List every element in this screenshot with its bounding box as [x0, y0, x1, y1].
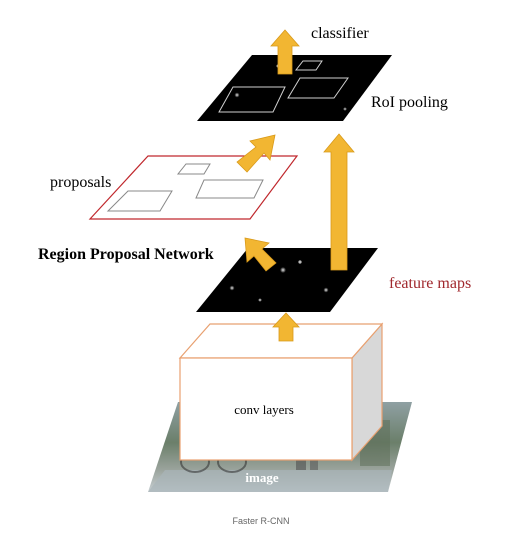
conv-layers-label: conv layers [234, 402, 294, 417]
roi-pooling-label: RoI pooling [371, 94, 448, 111]
arrow-features-to-roi [323, 133, 355, 271]
feature-maps-plane [196, 248, 378, 312]
classifier-label: classifier [311, 25, 369, 42]
rpn-label: Region Proposal Network [38, 246, 214, 263]
image-label: image [245, 470, 278, 485]
proposals-plane [88, 155, 299, 220]
feature-maps-label: feature maps [389, 275, 471, 292]
arrow-proposals-to-roi [236, 134, 276, 173]
arrow-roi-to-classifier [270, 29, 300, 75]
figure-caption: Faster R-CNN [232, 516, 289, 526]
arrow-conv-to-features [272, 312, 300, 342]
roi-pooling-plane [197, 55, 392, 121]
conv-layers-box: conv layers [178, 322, 384, 462]
arrow-features-to-proposals [244, 237, 277, 272]
proposals-label: proposals [50, 174, 111, 191]
